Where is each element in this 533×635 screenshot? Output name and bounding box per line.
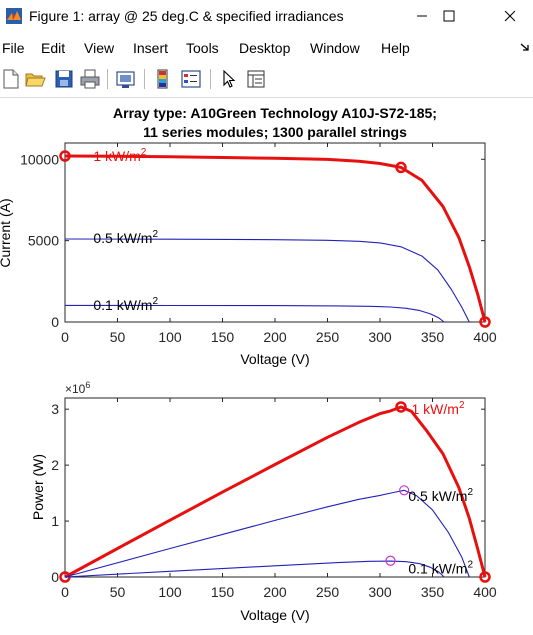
chart-title: Array type: A10Green Technology A10J-S72… [113, 105, 437, 121]
maximize-button[interactable] [426, 0, 472, 31]
x-tick-label: 200 [263, 584, 287, 600]
series-bottom [59, 401, 491, 583]
mpp-marker [59, 150, 71, 162]
insert-legend-icon[interactable] [180, 68, 202, 90]
minimize-icon [417, 15, 427, 16]
window-title: Figure 1: array @ 25 deg.C & specified i… [29, 7, 344, 24]
link-plot-icon[interactable] [115, 68, 137, 90]
iv-curve-axes[interactable]: Array type: A10Green Technology A10J-S72… [0, 105, 497, 367]
x-tick-label: 400 [473, 329, 497, 345]
irradiance-label: 0.1 kW/m2 [93, 296, 158, 313]
annotations-top: 1 kW/m2 0.5 kW/m2 0.1 kW/m2 [93, 147, 158, 313]
irradiance-label: 1 kW/m2 [93, 147, 146, 164]
open-file-icon[interactable] [24, 68, 46, 90]
mpp-marker [385, 555, 396, 566]
property-inspector-icon[interactable] [245, 68, 267, 90]
menu-view[interactable]: View [84, 40, 115, 56]
y-tick-label: 2 [51, 457, 59, 473]
menu-desktop[interactable]: Desktop [239, 40, 291, 56]
new-figure-icon[interactable] [0, 68, 22, 90]
x-tick-label: 100 [158, 329, 182, 345]
irradiance-label: 0.1 kW/m2 [408, 560, 473, 577]
menu-window[interactable]: Window [310, 40, 360, 56]
mpp-marker [399, 485, 410, 496]
dock-arrow-icon[interactable] [519, 41, 531, 53]
annotations-bottom: 1 kW/m2 0.5 kW/m2 0.1 kW/m2 [408, 400, 473, 576]
menu-insert[interactable]: Insert [133, 40, 169, 56]
mpp-marker [479, 316, 491, 328]
print-icon[interactable] [79, 68, 101, 90]
menu-help[interactable]: Help [381, 40, 410, 56]
figure-canvas: Array type: A10Green Technology A10J-S72… [0, 98, 533, 630]
series-line [64, 304, 445, 323]
irradiance-label: 1 kW/m2 [412, 400, 465, 417]
chart-subtitle: 11 series modules; 1300 parallel strings [143, 124, 407, 140]
close-icon [504, 10, 516, 21]
y-tick-label: 5000 [28, 233, 59, 249]
maximize-icon [443, 10, 455, 21]
series-line [64, 154, 487, 323]
y-tick-label: 0 [51, 314, 59, 330]
edit-plot-arrow-icon[interactable] [218, 68, 240, 90]
x-tick-label: 150 [211, 329, 235, 345]
menu-edit[interactable]: Edit [41, 40, 66, 56]
x-tick-label: 350 [421, 329, 445, 345]
x-tick-label: 0 [61, 329, 69, 345]
power-curve-axes[interactable]: ×106 0 50 100 150 200 250 300 350 400 0 1 2 3 Volta… [30, 380, 497, 623]
figure-plots: Array type: A10Green Technology A10J-S72… [0, 105, 497, 623]
x-tick-label: 300 [368, 584, 392, 600]
series-line [64, 238, 470, 323]
x-tick-label: 350 [421, 584, 445, 600]
close-button[interactable] [487, 0, 533, 31]
x-tick-label: 250 [316, 329, 340, 345]
series-line [64, 560, 445, 578]
plot-area-bottom [64, 397, 486, 578]
x-tick-label: 150 [211, 584, 235, 600]
x-axis-label-top: Voltage (V) [240, 351, 309, 367]
window-title-bar: Figure 1: array @ 25 deg.C & specified i… [0, 0, 533, 31]
menu-file[interactable]: File [2, 40, 25, 56]
insert-colorbar-icon[interactable] [152, 68, 174, 90]
series-line [64, 489, 470, 578]
x-tick-label: 200 [263, 329, 287, 345]
save-icon[interactable] [53, 68, 75, 90]
y-tick-label: 10000 [20, 151, 59, 167]
toolbar-separator [144, 69, 145, 89]
x-tick-label: 400 [473, 584, 497, 600]
x-axis-top: 0 50 100 150 200 250 300 350 400 [61, 143, 497, 345]
mpp-marker [395, 401, 407, 413]
exponent-label: ×106 [65, 380, 90, 396]
mpp-marker [479, 571, 491, 583]
x-tick-label: 300 [368, 329, 392, 345]
plot-area-top [64, 142, 486, 323]
x-tick-label: 250 [316, 584, 340, 600]
x-tick-label: 50 [110, 584, 126, 600]
figure-toolbar [0, 63, 533, 98]
mpp-marker [395, 161, 407, 174]
x-axis-bottom: 0 50 100 150 200 250 300 350 400 [61, 398, 497, 600]
x-tick-label: 0 [61, 584, 69, 600]
irradiance-label: 0.5 kW/m2 [93, 229, 158, 246]
series-line [64, 405, 487, 579]
menu-tools[interactable]: Tools [186, 40, 219, 56]
matlab-logo-icon [6, 7, 22, 24]
toolbar-separator [107, 69, 108, 89]
y-axis-label-bottom: Power (W) [30, 454, 46, 520]
series-top [59, 150, 491, 328]
minimize-button[interactable] [399, 0, 445, 31]
toolbar-separator [210, 69, 211, 89]
x-tick-label: 50 [110, 329, 126, 345]
irradiance-label: 0.5 kW/m2 [408, 487, 473, 504]
y-tick-label: 1 [51, 513, 59, 529]
x-tick-label: 100 [158, 584, 182, 600]
x-axis-label-bottom: Voltage (V) [240, 607, 309, 623]
y-tick-label: 3 [51, 401, 59, 417]
y-tick-label: 0 [51, 569, 59, 585]
menu-bar: File Edit View Insert Tools Desktop Wind… [0, 36, 533, 60]
y-axis-label-top: Current (A) [0, 198, 13, 267]
